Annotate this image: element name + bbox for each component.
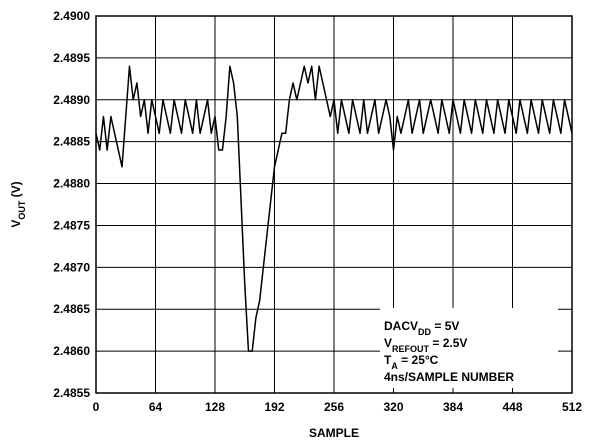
annotation-line: DACVDD = 5V [384,319,459,337]
x-tick-label: 128 [205,400,225,414]
annotation-part: = 2.5V [429,336,467,350]
x-axis-label: SAMPLE [309,426,359,440]
annotation-part: = 5V [431,319,459,333]
x-tick-label: 256 [324,400,344,414]
y-tick-label: 2.4895 [53,51,90,65]
x-tick-label: 448 [502,400,522,414]
y-axis-label-part: (V) [9,181,23,200]
annotation-line: VREFOUT = 2.5V [384,336,467,354]
y-tick-label: 2.4855 [53,386,90,400]
y-tick-label: 2.4865 [53,302,90,316]
annotation-part: T [384,353,392,367]
annotation-box [380,308,558,388]
y-axis-label-part: OUT [17,200,27,220]
annotation-part: V [384,336,392,350]
data-line [95,65,573,352]
y-tick-label: 2.4880 [53,177,90,191]
y-tick-label: 2.4900 [53,9,90,23]
annotation-part: REFOUT [392,344,430,354]
plot-frame [95,15,573,394]
x-tick-label: 192 [264,400,284,414]
y-tick-label: 2.4890 [53,93,90,107]
y-axis-label: VOUT (V) [9,181,27,227]
annotation-part: DD [418,327,431,337]
y-tick-label: 2.4860 [53,344,90,358]
x-tick-label: 64 [149,400,163,414]
y-tick-label: 2.4885 [53,135,90,149]
x-tick-label: 384 [443,400,463,414]
x-tick-label: 320 [383,400,403,414]
annotation-part: DACV [384,319,418,333]
y-axis-label-part: V [9,220,23,228]
annotation-line: 4ns/SAMPLE NUMBER [384,370,514,384]
annotation-line: TA = 25°C [384,353,439,371]
x-tick-label: 512 [562,400,582,414]
annotation-part: A [391,361,398,371]
y-tick-label: 2.4870 [53,260,90,274]
annotation-part: 4ns/SAMPLE NUMBER [384,370,514,384]
x-tick-label: 0 [93,400,100,414]
y-tick-label: 2.4875 [53,218,90,232]
annotation-part: = 25°C [398,353,439,367]
